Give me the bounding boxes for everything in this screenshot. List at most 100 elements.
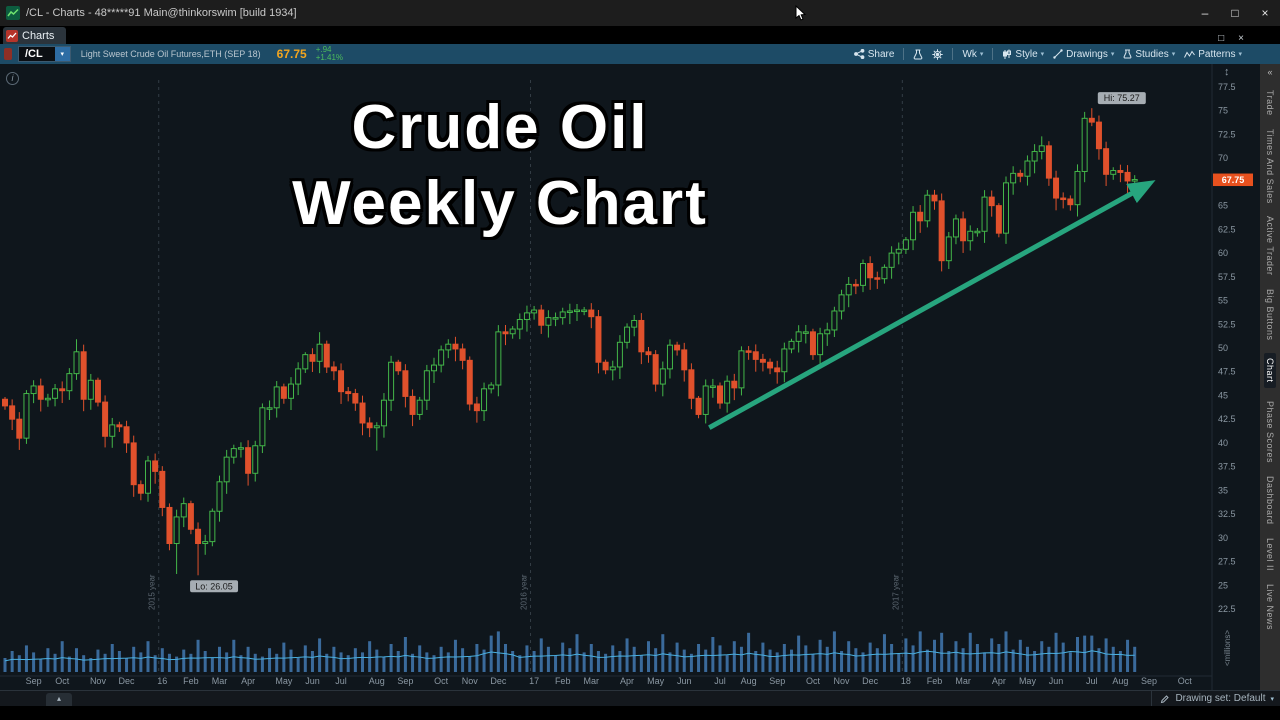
candle — [1095, 115, 1102, 160]
sidebar-item-level-ii[interactable]: Level II — [1265, 537, 1275, 571]
drawings-button[interactable]: Drawings ▾ — [1053, 49, 1114, 60]
symbol-link-chip[interactable] — [4, 48, 12, 60]
share-button[interactable]: Share — [853, 49, 894, 60]
symbol-input[interactable]: /CL ▾ — [18, 46, 71, 62]
candle — [259, 403, 266, 454]
candle — [666, 339, 673, 379]
svg-text:Jun: Jun — [305, 676, 320, 686]
svg-text:57.5: 57.5 — [1218, 272, 1236, 282]
sidebar-item-phase-scores[interactable]: Phase Scores — [1265, 400, 1275, 463]
panel-expander-button[interactable]: ▴ — [46, 693, 72, 706]
svg-text:2017 year: 2017 year — [891, 574, 900, 610]
style-button[interactable]: Style ▾ — [1002, 49, 1044, 60]
candle — [466, 356, 473, 411]
candle — [1024, 155, 1031, 186]
svg-text:2015 year: 2015 year — [148, 574, 157, 610]
candle — [1067, 195, 1074, 211]
price-axis: 77.57572.57067.56562.56057.55552.55047.5… — [1218, 82, 1236, 614]
candle — [1053, 170, 1060, 211]
maximize-button[interactable]: □ — [1231, 6, 1239, 20]
sidebar-item-dashboard[interactable]: Dashboard — [1265, 476, 1275, 525]
sidebar-item-times-and-sales[interactable]: Times And Sales — [1265, 128, 1275, 204]
candle — [1131, 175, 1138, 189]
sidebar-item-chart[interactable]: Chart — [1264, 353, 1276, 388]
candle — [552, 312, 559, 327]
candle — [960, 211, 967, 253]
candle — [702, 379, 709, 424]
flask-icon — [914, 49, 923, 59]
window-close-icon[interactable]: × — [1238, 33, 1244, 44]
bottom-gap — [0, 706, 1280, 720]
info-icon[interactable]: i — [6, 72, 19, 85]
tab-charts-label: Charts — [22, 29, 55, 42]
svg-text:Nov: Nov — [90, 676, 107, 686]
close-button[interactable]: × — [1261, 6, 1269, 20]
svg-text:2016 year: 2016 year — [520, 574, 529, 610]
svg-text:May: May — [1019, 676, 1037, 686]
candle — [902, 237, 909, 254]
sidebar-item-big-buttons[interactable]: Big Buttons — [1265, 288, 1275, 341]
axis-fit-icon[interactable]: ↕ — [1224, 66, 1230, 78]
patterns-label: Patterns — [1198, 48, 1236, 60]
candle — [209, 508, 216, 547]
minimize-button[interactable]: – — [1201, 6, 1209, 20]
svg-text:Feb: Feb — [183, 676, 199, 686]
candle — [230, 444, 237, 464]
candle — [809, 328, 816, 360]
candle — [745, 346, 752, 360]
candle — [831, 306, 838, 338]
candle — [416, 396, 423, 420]
candle — [538, 304, 545, 334]
caret-down-icon: ▾ — [1110, 51, 1115, 58]
candle — [423, 364, 430, 410]
candle — [66, 368, 73, 400]
candle — [359, 395, 366, 436]
svg-text:Sep: Sep — [397, 676, 413, 686]
candle — [895, 242, 902, 265]
svg-text:Nov: Nov — [834, 676, 851, 686]
candle — [288, 377, 294, 410]
change-value: +.94 — [315, 45, 332, 54]
sidebar-collapse-icon[interactable]: « — [1267, 67, 1273, 77]
studies-button[interactable]: Studies ▾ — [1123, 49, 1175, 60]
svg-text:45: 45 — [1218, 390, 1228, 400]
drawing-set-button[interactable]: Drawing set: Default ▾ — [1151, 691, 1274, 706]
drawing-set-label: Drawing set: Default — [1175, 693, 1266, 704]
symbol-dropdown-caret-icon[interactable]: ▾ — [54, 47, 70, 61]
svg-text:Jul: Jul — [335, 676, 347, 686]
studies-flask-icon — [1123, 49, 1132, 59]
settings-button[interactable] — [932, 48, 944, 60]
candle — [881, 264, 888, 284]
candle — [37, 378, 44, 412]
candle — [967, 225, 974, 251]
svg-text:47.5: 47.5 — [1218, 367, 1236, 377]
candle — [631, 314, 638, 337]
candle — [945, 231, 952, 269]
svg-text:Sep: Sep — [1141, 676, 1157, 686]
sidebar-item-active-trader[interactable]: Active Trader — [1265, 216, 1275, 276]
trend-arrow[interactable] — [708, 180, 1156, 430]
candle — [731, 373, 738, 401]
candle — [488, 382, 495, 394]
patterns-button[interactable]: Patterns ▾ — [1184, 49, 1242, 60]
window-restore-icon[interactable]: □ — [1218, 33, 1225, 44]
candle — [938, 193, 945, 272]
overlay-line-2: Weekly Chart — [292, 169, 708, 238]
charts-tab-icon — [6, 29, 18, 42]
candle — [44, 393, 51, 407]
svg-text:Dec: Dec — [119, 676, 136, 686]
ondemand-button[interactable] — [913, 49, 923, 60]
candle — [1124, 165, 1131, 194]
price-chart-canvas[interactable]: 2015 year 2016 year 2017 year Hi: 75.27 Lo: … — [0, 64, 1260, 690]
svg-text:60: 60 — [1218, 248, 1228, 258]
tab-charts[interactable]: Charts — [3, 27, 67, 44]
candle — [366, 417, 373, 438]
candle — [988, 190, 995, 217]
svg-text:18: 18 — [901, 676, 911, 686]
candle — [1074, 164, 1081, 217]
sidebar-item-live-news[interactable]: Live News — [1265, 583, 1275, 630]
candle — [709, 378, 716, 398]
timeframe-button[interactable]: Wk ▾ — [962, 49, 983, 60]
sidebar-item-trade[interactable]: Trade — [1265, 90, 1275, 116]
candle — [273, 381, 280, 418]
